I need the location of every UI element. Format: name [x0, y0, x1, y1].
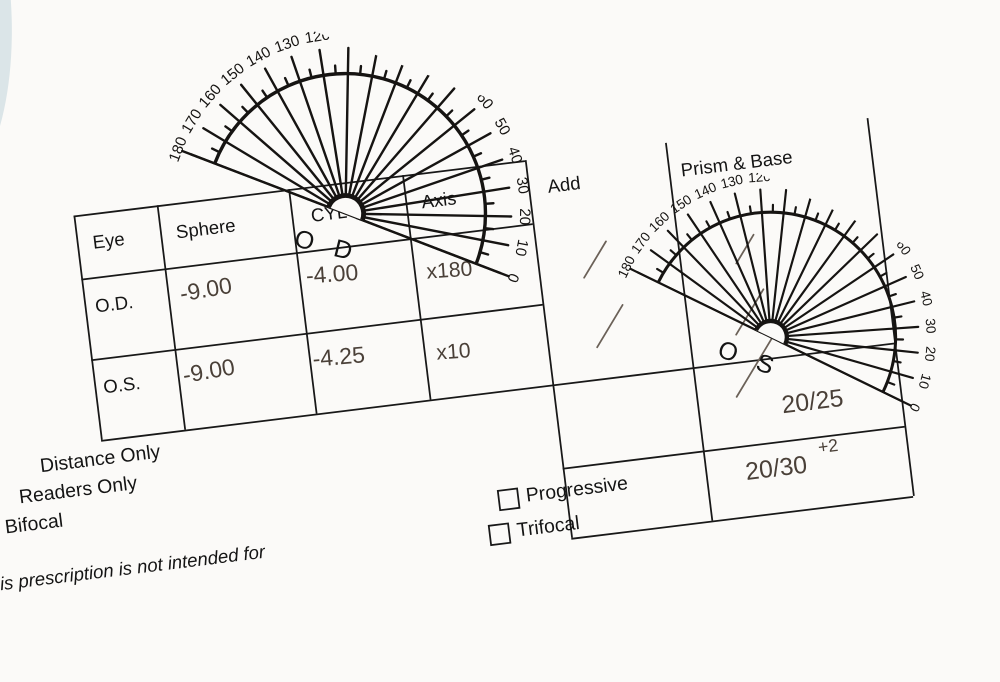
svg-text:140: 140 [692, 179, 719, 202]
svg-text:140: 140 [243, 43, 273, 70]
svg-text:20: 20 [922, 346, 938, 363]
svg-text:160: 160 [196, 81, 225, 111]
svg-text:40: 40 [504, 145, 526, 166]
svg-text:180: 180 [615, 253, 638, 280]
svg-text:40: 40 [917, 289, 935, 307]
svg-text:50: 50 [907, 262, 927, 282]
svg-text:150: 150 [218, 60, 248, 89]
svg-text:130: 130 [272, 32, 301, 56]
svg-text:10: 10 [916, 372, 935, 391]
svg-text:150: 150 [667, 192, 694, 217]
svg-text:50: 50 [491, 115, 514, 138]
svg-text:30: 30 [923, 318, 939, 334]
svg-text:0: 0 [906, 401, 923, 414]
svg-text:170: 170 [178, 106, 206, 136]
svg-text:180: 180 [166, 135, 191, 165]
svg-text:130: 130 [719, 172, 744, 192]
svg-text:170: 170 [628, 229, 653, 256]
